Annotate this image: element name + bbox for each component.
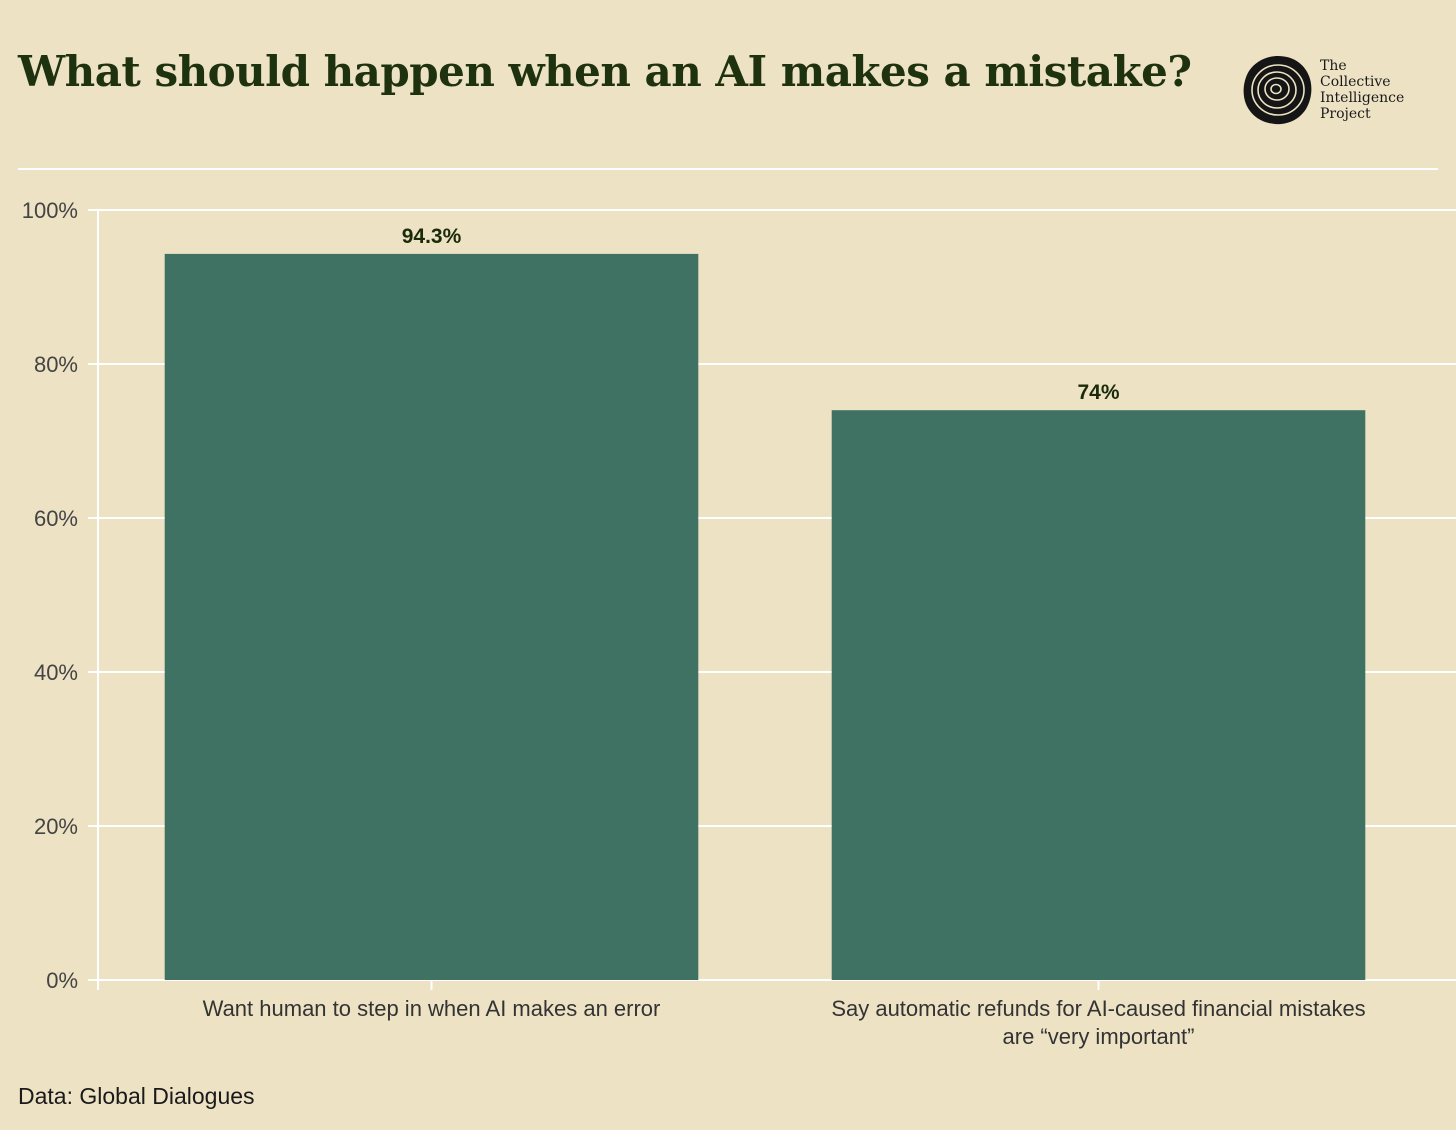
title-divider (18, 168, 1438, 170)
logo-line: The (1320, 58, 1347, 74)
y-tick-label: 40% (34, 660, 78, 685)
bar-chart: 0% 20% 40% 60% 80% 100% 94.3% Want human to ste… (22, 198, 1456, 1049)
data-label: 74% (1077, 381, 1119, 404)
y-tick-label: 20% (34, 814, 78, 839)
logo-line: Collective (1320, 74, 1391, 90)
bar (164, 253, 699, 980)
x-tick-label: Say automatic refunds for AI-caused fina… (831, 996, 1365, 1021)
source-note: Data: Global Dialogues (18, 1083, 255, 1109)
logo-line: Intelligence (1320, 90, 1405, 106)
y-tick-label: 0% (46, 968, 78, 993)
chart-title: What should happen when an AI makes a mi… (18, 47, 1192, 96)
x-tick-label: are “very important” (1003, 1024, 1195, 1049)
data-label: 94.3% (402, 225, 462, 248)
bar (831, 410, 1366, 980)
logo-text: The Collective Intelligence Project (1320, 58, 1404, 122)
x-tick-label: Want human to step in when AI makes an e… (203, 996, 661, 1021)
y-tick-label: 80% (34, 352, 78, 377)
y-tick-label: 100% (22, 198, 78, 223)
logo-line: Project (1320, 106, 1371, 122)
tree-rings-icon (1243, 56, 1312, 125)
y-tick-label: 60% (34, 506, 78, 531)
logo: The Collective Intelligence Project (1242, 54, 1442, 126)
